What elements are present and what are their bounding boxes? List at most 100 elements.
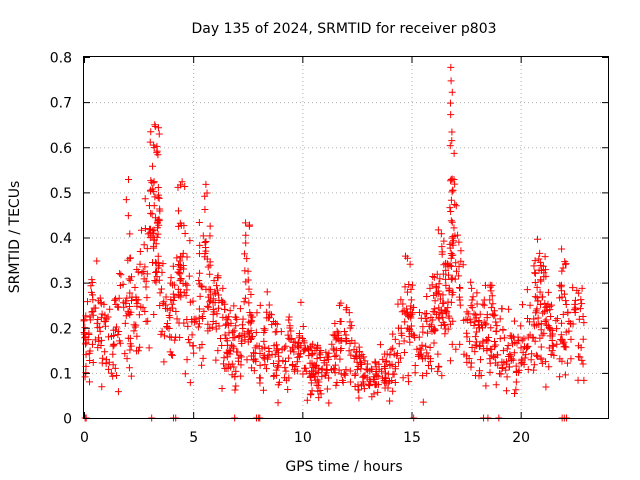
data-point <box>486 368 494 376</box>
data-point <box>152 268 160 276</box>
data-point <box>533 352 541 360</box>
data-point <box>476 324 484 332</box>
data-point <box>136 343 144 351</box>
data-point <box>525 318 533 326</box>
data-point <box>579 335 587 343</box>
data-point <box>211 288 219 296</box>
data-point <box>89 358 97 366</box>
data-point <box>442 281 450 289</box>
data-point <box>337 317 345 325</box>
data-point <box>116 339 124 347</box>
data-point <box>155 194 163 202</box>
data-point <box>300 347 308 355</box>
data-point <box>260 329 268 337</box>
data-point <box>427 313 435 321</box>
data-point <box>511 390 519 398</box>
data-point <box>195 218 203 226</box>
data-point <box>559 310 567 318</box>
data-point <box>282 376 290 384</box>
data-point <box>514 333 522 341</box>
data-point <box>463 358 471 366</box>
data-point <box>81 324 89 332</box>
data-point <box>237 337 245 345</box>
data-point <box>121 319 129 327</box>
data-point <box>102 356 110 364</box>
data-point <box>393 352 401 360</box>
data-point <box>127 308 135 316</box>
data-point <box>536 288 544 296</box>
data-point <box>532 351 540 359</box>
data-point <box>178 178 186 186</box>
data-point <box>151 193 159 201</box>
data-point <box>198 340 206 348</box>
data-point <box>397 354 405 362</box>
data-point <box>137 226 145 234</box>
data-point <box>231 386 239 394</box>
y-axis-label: SRMTID / TECUs <box>7 181 23 294</box>
data-point <box>576 353 584 361</box>
data-point <box>307 379 315 387</box>
data-point <box>142 283 150 291</box>
data-point <box>225 329 233 337</box>
data-point <box>533 294 541 302</box>
data-point <box>306 369 314 377</box>
data-point <box>424 362 432 370</box>
data-point <box>154 230 162 238</box>
data-point <box>530 366 538 374</box>
data-point <box>449 233 457 241</box>
data-point <box>174 183 182 191</box>
data-point <box>256 349 264 357</box>
data-point <box>448 218 456 226</box>
data-point <box>538 293 546 301</box>
data-point <box>252 328 260 336</box>
data-point <box>467 319 475 327</box>
data-point <box>430 339 438 347</box>
data-point <box>247 291 255 299</box>
data-point <box>259 386 267 394</box>
data-point <box>564 309 572 317</box>
data-point <box>567 335 575 343</box>
data-point <box>446 244 454 252</box>
data-point <box>451 180 459 188</box>
data-point <box>548 347 556 355</box>
data-point <box>140 275 148 283</box>
data-point <box>468 284 476 292</box>
data-point <box>158 285 166 293</box>
y-tick-label: 0.4 <box>50 231 72 247</box>
data-point <box>457 247 465 255</box>
data-point <box>308 351 316 359</box>
data-point <box>416 309 424 317</box>
data-point <box>157 330 165 338</box>
data-point <box>243 356 251 364</box>
data-point <box>403 254 411 262</box>
data-point <box>214 347 222 355</box>
data-point <box>537 277 545 285</box>
data-point <box>553 340 561 348</box>
data-point <box>126 289 134 297</box>
data-point <box>241 333 249 341</box>
x-tick-label: 0 <box>80 430 89 446</box>
data-point <box>241 294 249 302</box>
data-point <box>548 332 556 340</box>
data-point <box>496 315 504 323</box>
data-point <box>273 346 281 354</box>
data-point <box>373 372 381 380</box>
data-point <box>155 191 163 199</box>
data-point <box>204 320 212 328</box>
data-point <box>399 374 407 382</box>
data-point <box>397 296 405 304</box>
data-point <box>449 288 457 296</box>
data-point <box>431 297 439 305</box>
data-point <box>355 394 363 402</box>
data-point <box>537 343 545 351</box>
data-point <box>198 361 206 369</box>
data-point <box>114 388 122 396</box>
data-point <box>407 296 415 304</box>
data-point <box>546 326 554 334</box>
data-point <box>537 320 545 328</box>
data-point <box>334 335 342 343</box>
data-point <box>304 344 312 352</box>
data-point <box>496 370 504 378</box>
data-point <box>172 307 180 315</box>
chart-title: Day 135 of 2024, SRMTID for receiver p80… <box>191 21 496 37</box>
